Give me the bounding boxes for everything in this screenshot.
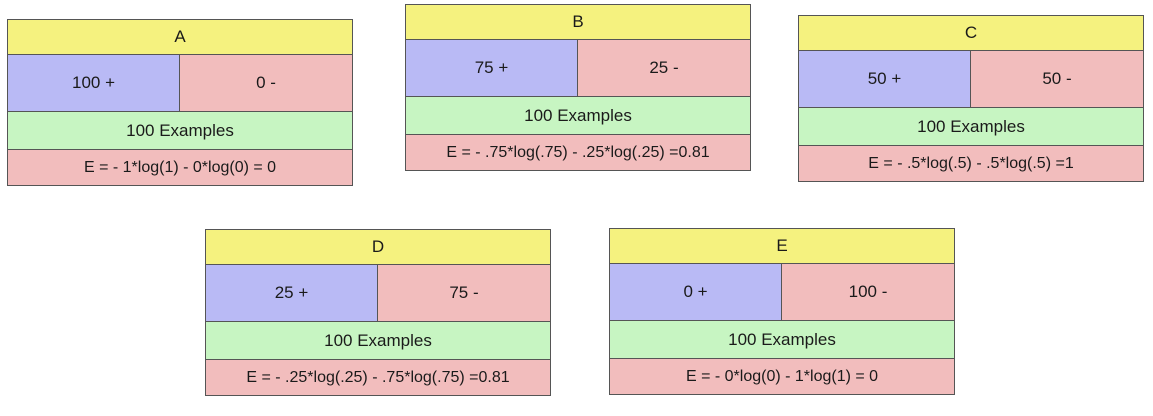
positive-count: 75 +: [406, 40, 578, 96]
class-split: 25 + 75 -: [206, 264, 550, 321]
positive-count: 0 +: [610, 264, 782, 320]
example-set-box-a: A 100 + 0 - 100 Examples E = - 1*log(1) …: [7, 19, 353, 186]
negative-count: 100 -: [782, 264, 954, 320]
negative-count: 75 -: [378, 265, 550, 321]
negative-count: 25 -: [578, 40, 750, 96]
example-count: 100 Examples: [406, 96, 750, 134]
entropy-formula: E = - .75*log(.75) - .25*log(.25) =0.81: [406, 134, 750, 170]
box-title: A: [8, 20, 352, 54]
entropy-formula: E = - 0*log(0) - 1*log(1) = 0: [610, 358, 954, 394]
positive-count: 25 +: [206, 265, 378, 321]
box-title: C: [799, 16, 1143, 50]
box-title: E: [610, 229, 954, 263]
box-title: B: [406, 5, 750, 39]
example-set-box-d: D 25 + 75 - 100 Examples E = - .25*log(.…: [205, 229, 551, 396]
box-title: D: [206, 230, 550, 264]
example-count: 100 Examples: [8, 111, 352, 149]
class-split: 0 + 100 -: [610, 263, 954, 320]
entropy-formula: E = - .25*log(.25) - .75*log(.75) =0.81: [206, 359, 550, 395]
positive-count: 100 +: [8, 55, 180, 111]
example-count: 100 Examples: [206, 321, 550, 359]
example-set-box-b: B 75 + 25 - 100 Examples E = - .75*log(.…: [405, 4, 751, 171]
example-set-box-e: E 0 + 100 - 100 Examples E = - 0*log(0) …: [609, 228, 955, 395]
class-split: 50 + 50 -: [799, 50, 1143, 107]
entropy-formula: E = - .5*log(.5) - .5*log(.5) =1: [799, 145, 1143, 181]
negative-count: 0 -: [180, 55, 352, 111]
class-split: 100 + 0 -: [8, 54, 352, 111]
class-split: 75 + 25 -: [406, 39, 750, 96]
example-set-box-c: C 50 + 50 - 100 Examples E = - .5*log(.5…: [798, 15, 1144, 182]
positive-count: 50 +: [799, 51, 971, 107]
example-count: 100 Examples: [799, 107, 1143, 145]
entropy-formula: E = - 1*log(1) - 0*log(0) = 0: [8, 149, 352, 185]
example-count: 100 Examples: [610, 320, 954, 358]
negative-count: 50 -: [971, 51, 1143, 107]
